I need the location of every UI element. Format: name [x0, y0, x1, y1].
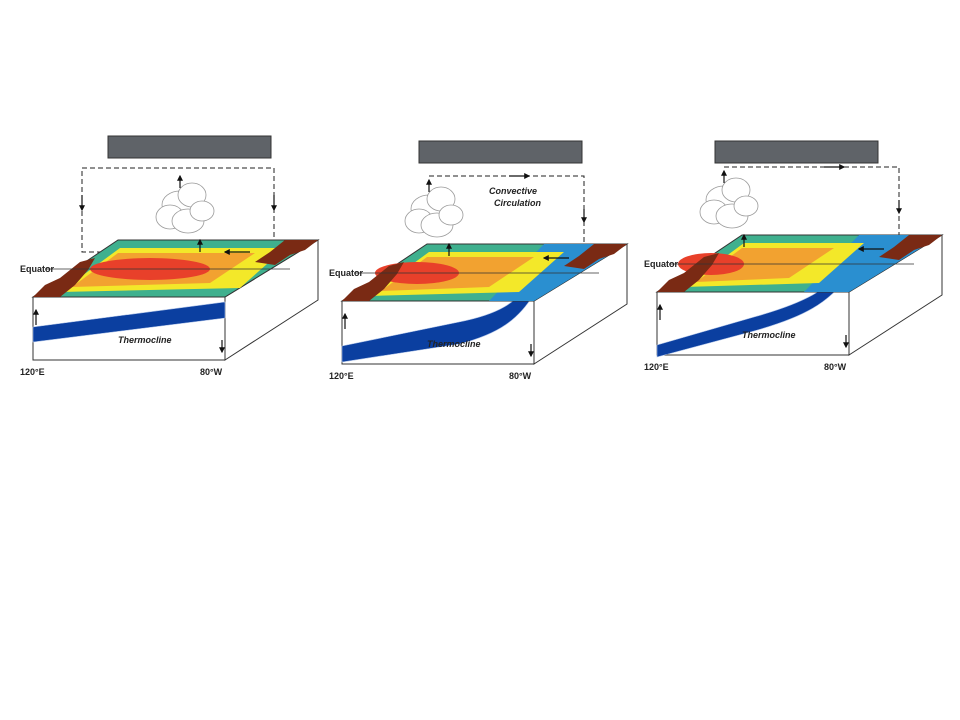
cloud [438, 204, 464, 226]
panel: Equator Thermocline 120°E 80°W Convective Cir… [329, 173, 629, 381]
land [879, 235, 942, 260]
panel-header [714, 140, 879, 164]
land [342, 262, 404, 301]
land [255, 240, 318, 265]
equator-label: Equator [329, 268, 363, 278]
east-label: 80°W [509, 371, 532, 381]
equator-label: Equator [644, 259, 678, 269]
thermocline-label: Thermocline [742, 330, 796, 340]
cloud [189, 200, 215, 222]
circulation-label: Circulation [494, 198, 542, 208]
panel: Equator Thermocline 120°E 80°W [20, 167, 320, 377]
equator-label: Equator [20, 264, 54, 274]
west-label: 120°E [644, 362, 669, 372]
east-label: 80°W [824, 362, 847, 372]
thermocline-label: Thermocline [118, 335, 172, 345]
panel-header [107, 135, 272, 159]
circulation-label: Convective [489, 186, 537, 196]
west-label: 120°E [20, 367, 45, 377]
thermocline-label: Thermocline [427, 339, 481, 349]
thermocline-layer [32, 301, 226, 343]
panel: Equator Thermocline 120°E 80°W [644, 164, 944, 372]
land [657, 253, 719, 292]
west-label: 120°E [329, 371, 354, 381]
panel-header [418, 140, 583, 164]
land [33, 258, 95, 297]
east-label: 80°W [200, 367, 223, 377]
cloud [733, 195, 759, 217]
land [564, 244, 627, 269]
